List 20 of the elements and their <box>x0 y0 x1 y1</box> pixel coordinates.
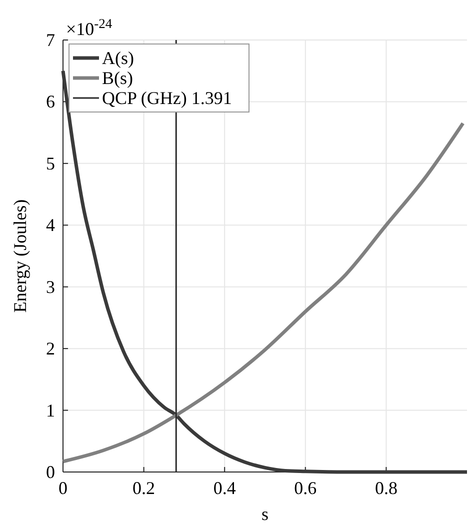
x-tick-label: 0.2 <box>132 478 156 498</box>
y-axis-title: Energy (Joules) <box>10 199 30 313</box>
y-tick-label: 4 <box>46 215 55 236</box>
legend-label: B(s) <box>102 68 134 88</box>
y-tick-label: 0 <box>46 462 55 482</box>
y-tick-label: 5 <box>46 153 55 174</box>
line-series <box>61 122 465 464</box>
x-axis-title: s <box>261 504 269 524</box>
y-tick-label: 3 <box>46 276 55 297</box>
text: ×10$^{-24}$ <box>66 16 112 39</box>
y-tick-label: 7 <box>46 30 55 50</box>
ref-line-label: QCP (GHz) 1.391 <box>102 88 232 108</box>
x-tick-label: 0.8 <box>374 478 398 498</box>
y-tick-label: 6 <box>46 92 55 112</box>
x-tick-label: 0.4 <box>213 478 236 498</box>
y-tick-label: 2 <box>46 338 55 359</box>
y-tick-label: 1 <box>46 400 55 420</box>
x-tick-label: 0.6 <box>294 478 317 498</box>
legend-label: A(s) <box>102 48 134 68</box>
x-tick-label: 0 <box>58 478 68 498</box>
